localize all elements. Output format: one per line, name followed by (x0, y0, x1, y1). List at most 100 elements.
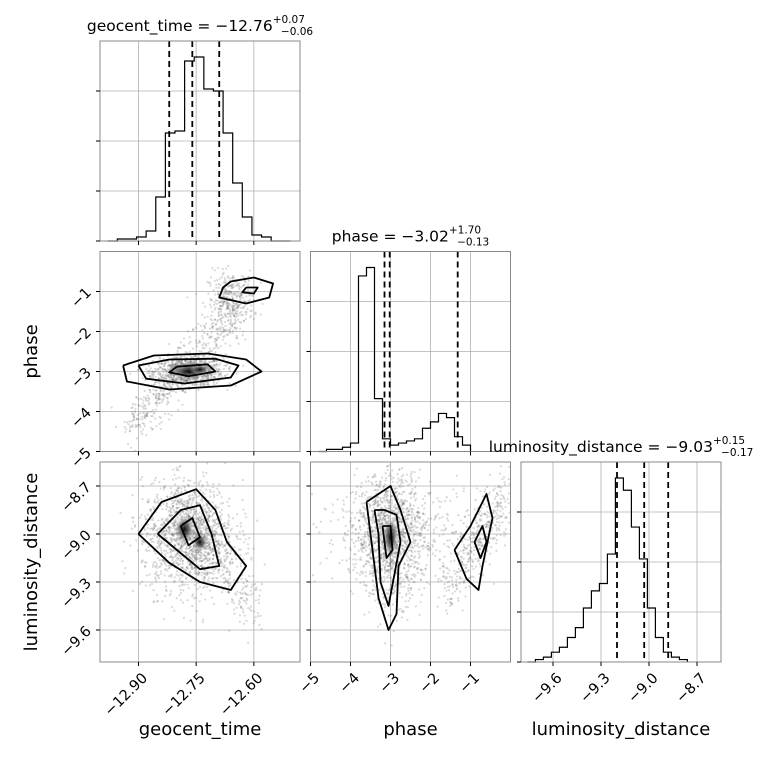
sample-point (382, 551, 386, 554)
sample-point (384, 514, 387, 518)
sample-point (380, 520, 383, 523)
sample-point (176, 489, 180, 493)
sample-point (232, 282, 235, 286)
sample-point (387, 614, 390, 617)
sample-point (191, 328, 195, 331)
sample-point (158, 538, 161, 541)
sample-point (158, 416, 161, 419)
sample-point (392, 476, 395, 479)
sample-point (367, 560, 370, 563)
sample-point (145, 414, 148, 417)
sample-point (217, 364, 221, 367)
sample-point (186, 560, 189, 564)
sample-point (159, 389, 162, 392)
sample-point (372, 507, 375, 510)
sample-point (456, 496, 459, 499)
sample-point (226, 333, 230, 336)
sample-point (213, 519, 216, 522)
sample-point (367, 534, 370, 537)
sample-point (201, 523, 205, 526)
sample-point (400, 544, 403, 547)
sample-point (390, 495, 393, 498)
sample-point (405, 500, 409, 503)
sample-point (223, 524, 226, 528)
sample-point (169, 495, 172, 499)
sample-point (406, 576, 410, 579)
sample-point (145, 396, 148, 399)
sample-point (174, 539, 177, 543)
sample-point (156, 380, 159, 384)
sample-point (179, 379, 183, 382)
sample-point (160, 401, 163, 404)
sample-point (388, 504, 391, 507)
sample-point (212, 553, 215, 557)
sample-point (341, 508, 344, 511)
sample-point (194, 378, 197, 382)
sample-point (199, 480, 202, 483)
sample-point (378, 512, 381, 515)
sample-point (187, 512, 190, 515)
sample-point (156, 396, 159, 400)
sample-point (352, 541, 355, 545)
sample-point (386, 507, 389, 510)
sample-point (368, 496, 371, 499)
sample-point (404, 499, 407, 502)
sample-point (413, 516, 416, 519)
sample-point (382, 596, 385, 599)
sample-point (241, 364, 245, 367)
sample-point (193, 354, 196, 358)
sample-point (389, 563, 392, 566)
sample-point (224, 289, 227, 293)
sample-point (401, 501, 404, 504)
sample-point (214, 364, 217, 367)
sample-point (424, 568, 427, 571)
sample-point (186, 599, 189, 602)
sample-point (129, 426, 132, 429)
sample-point (226, 329, 230, 332)
sample-point (176, 562, 179, 565)
sample-point (146, 500, 149, 503)
sample-point (149, 388, 152, 392)
sample-point (183, 542, 187, 546)
sample-point (241, 608, 245, 611)
sample-point (210, 572, 213, 575)
sample-point (412, 539, 416, 543)
sample-point (382, 575, 385, 578)
sample-point (219, 362, 222, 365)
sample-point (206, 571, 209, 574)
sample-point (173, 543, 177, 546)
sample-point (181, 573, 184, 576)
sample-point (212, 359, 215, 362)
sample-point (162, 395, 166, 398)
sample-point (193, 511, 196, 514)
sample-point (250, 585, 253, 589)
sample-point (354, 497, 357, 500)
sample-point (226, 276, 230, 279)
sample-point (137, 403, 140, 406)
sample-point (140, 561, 143, 564)
sample-point (363, 540, 366, 543)
sample-point (172, 377, 175, 380)
sample-point (161, 508, 164, 511)
sample-point (403, 540, 406, 543)
sample-point (143, 515, 147, 518)
sample-point (133, 525, 137, 528)
sample-point (159, 416, 163, 419)
sample-point (423, 536, 426, 539)
sample-point (144, 518, 148, 521)
sample-point (223, 521, 226, 525)
sample-point (170, 514, 173, 517)
sample-point (225, 527, 228, 530)
density-blob (174, 515, 195, 544)
sample-point (210, 326, 214, 329)
sample-point (391, 566, 394, 570)
sample-point (171, 364, 174, 367)
sample-point (411, 593, 414, 597)
sample-point (173, 539, 177, 542)
sample-point (162, 529, 165, 532)
sample-point (393, 555, 396, 559)
sample-point (225, 363, 229, 366)
sample-point (379, 500, 382, 503)
sample-point (430, 517, 433, 520)
sample-point (202, 301, 205, 304)
